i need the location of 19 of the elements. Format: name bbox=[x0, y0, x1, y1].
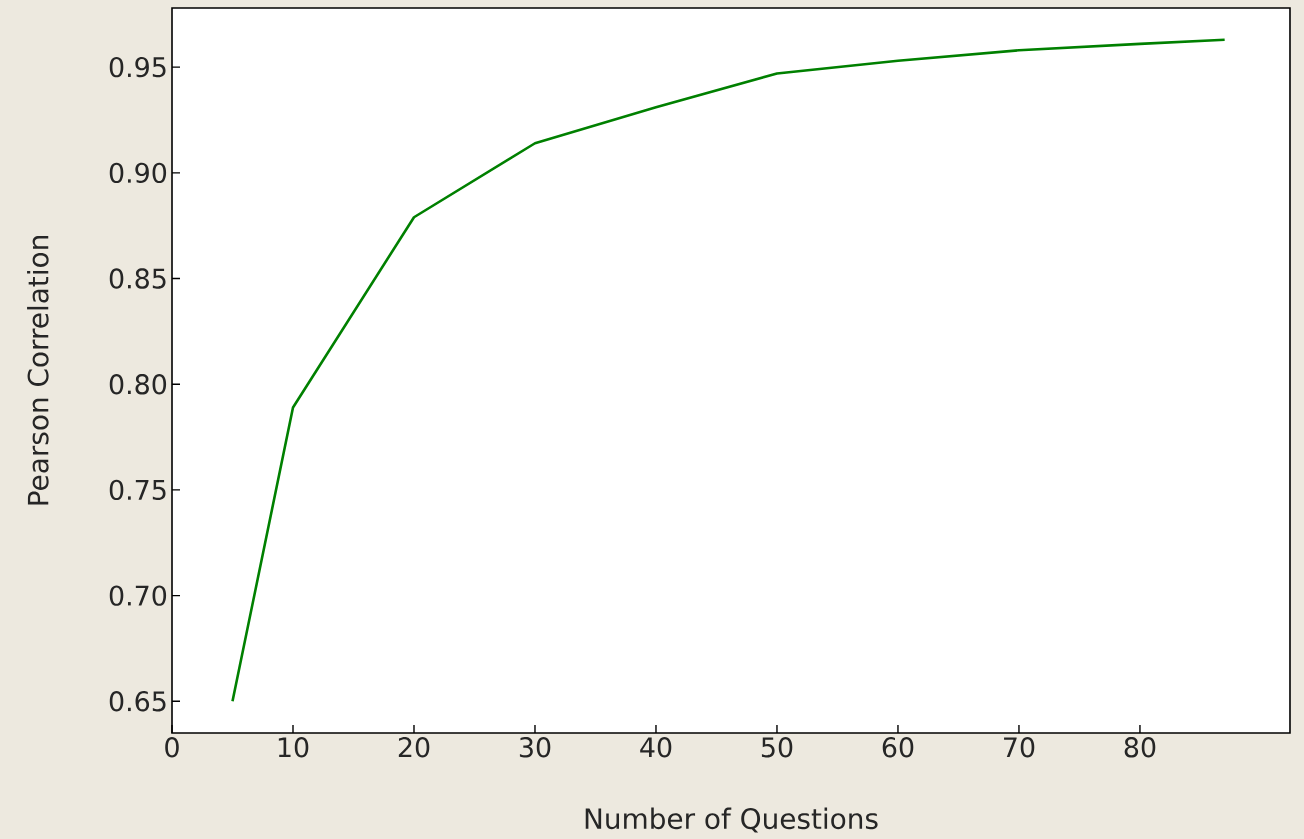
y-tick-label: 0.70 bbox=[109, 585, 167, 606]
x-tick-label: 40 bbox=[640, 737, 672, 758]
y-axis-title: Pearson Correlation bbox=[27, 236, 49, 505]
y-tick-label: 0.85 bbox=[109, 268, 166, 289]
x-tick-label: 60 bbox=[882, 737, 914, 758]
x-tick-label: 80 bbox=[1124, 737, 1156, 758]
y-tick-label: 0.65 bbox=[109, 691, 166, 712]
x-tick-label: 50 bbox=[761, 737, 793, 758]
y-tick-label: 0.95 bbox=[109, 56, 166, 78]
line-series bbox=[231, 38, 1226, 703]
x-tick-label: 20 bbox=[398, 737, 430, 758]
x-axis-title: Number of Questions bbox=[585, 807, 878, 833]
x-tick-label: 70 bbox=[1004, 737, 1035, 758]
x-tick-label: 30 bbox=[519, 737, 551, 758]
x-tick-label: 10 bbox=[278, 737, 309, 758]
y-tick-label: 0.75 bbox=[109, 479, 166, 501]
x-tick-label: 0 bbox=[165, 737, 179, 758]
y-tick-label: 0.80 bbox=[109, 374, 167, 395]
y-tick-label: 0.90 bbox=[109, 162, 167, 184]
